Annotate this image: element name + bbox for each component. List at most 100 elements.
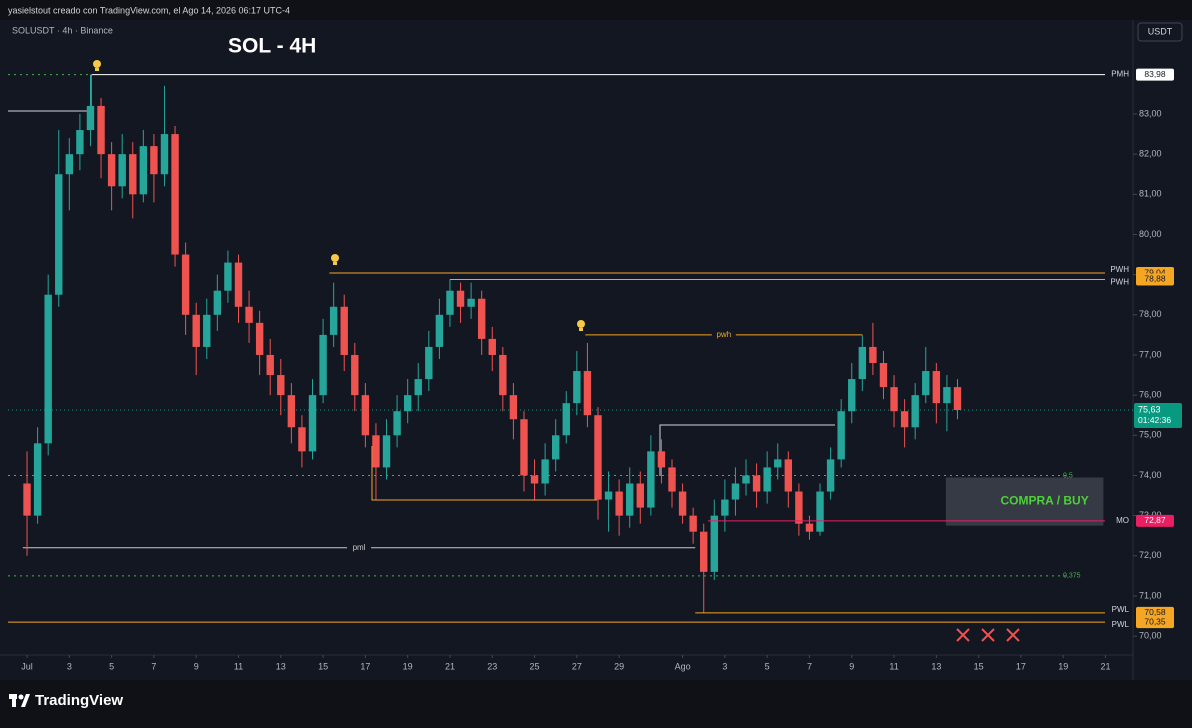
- candle-body: [721, 499, 729, 516]
- candle-body: [520, 419, 528, 476]
- candle-body: [805, 523, 814, 532]
- segment-label: pml: [353, 543, 366, 552]
- x-tick-label: 21: [1101, 661, 1111, 671]
- y-tick-label: 83,00: [1139, 108, 1162, 118]
- candle-body: [657, 451, 666, 468]
- candle-body: [192, 314, 200, 347]
- x-tick-label: 5: [765, 661, 770, 671]
- candle-body: [731, 483, 740, 500]
- candle-body: [615, 491, 623, 516]
- currency-button[interactable]: [1137, 22, 1183, 42]
- candle-body: [181, 254, 190, 315]
- bulbs: [93, 60, 585, 331]
- candle-body: [160, 134, 169, 175]
- candle-body: [774, 459, 782, 468]
- price-box: [1136, 273, 1174, 286]
- candle-body: [23, 483, 31, 516]
- y-tick-label: 80,00: [1139, 229, 1162, 239]
- candle-body: [922, 371, 930, 396]
- candle-body: [816, 491, 824, 532]
- candle-body: [509, 395, 518, 420]
- candle-body: [55, 174, 63, 295]
- y-tick-label: 82,00: [1139, 149, 1162, 159]
- y-tick-label: 81,00: [1139, 189, 1162, 199]
- candle-body: [858, 346, 867, 380]
- candle-body: [763, 467, 771, 492]
- brand-logo: [9, 694, 30, 707]
- candle-body: [351, 354, 359, 396]
- level-label: PMH: [1111, 70, 1129, 79]
- currency[interactable]: USDT: [1148, 26, 1173, 36]
- price-box: [1136, 68, 1174, 81]
- candle-body: [562, 403, 570, 436]
- x-tick-label: 9: [194, 661, 199, 671]
- y-tick-label: 70,00: [1139, 630, 1162, 640]
- candle-body: [869, 346, 877, 364]
- candle-body: [826, 459, 835, 492]
- price-axis: [1133, 20, 1192, 680]
- candle-body: [33, 443, 42, 516]
- x-tick-label: 23: [487, 661, 497, 671]
- candle-body: [361, 395, 370, 436]
- level-label: PWH: [1110, 265, 1129, 274]
- time-axis: [0, 655, 1133, 680]
- candle-body: [203, 314, 211, 347]
- candle-body: [234, 262, 243, 307]
- x-tick-label: 3: [722, 661, 727, 671]
- x-tick-label: 19: [1058, 661, 1068, 671]
- x-tick-label: 11: [234, 661, 243, 671]
- invalidation-marks: [956, 628, 1020, 642]
- x-tick-label: 5: [109, 661, 114, 671]
- candle-body: [277, 375, 285, 396]
- candle-body: [477, 298, 486, 339]
- price-box-label: 72,87: [1144, 515, 1166, 525]
- level-label: PWL: [1112, 605, 1130, 614]
- y-tick-label: 71,00: [1139, 590, 1162, 600]
- candle-body: [900, 411, 909, 428]
- candle-body: [213, 290, 222, 315]
- candle-body: [44, 294, 52, 444]
- price-box-label: 79,04: [1144, 267, 1166, 277]
- candle-body: [530, 475, 539, 484]
- candle-body: [224, 262, 232, 291]
- candle-body: [626, 483, 634, 516]
- x-tick-label: 21: [445, 661, 455, 671]
- candle-body: [551, 435, 560, 460]
- x-tick-label: 13: [931, 661, 941, 671]
- candle-body: [943, 387, 951, 404]
- fib-label: 0,5: [1063, 472, 1073, 479]
- candle-body: [435, 314, 444, 347]
- y-tick-label: 77,00: [1139, 349, 1162, 359]
- attribution: yasielstout creado con TradingView.com, …: [8, 5, 290, 15]
- candle-body: [742, 475, 750, 484]
- candle-body: [319, 334, 327, 396]
- candle-body: [425, 346, 433, 380]
- x-tick-label: 15: [318, 661, 328, 671]
- x-tick-label: 19: [403, 661, 413, 671]
- x-tick-label: 29: [614, 661, 624, 671]
- candle-body: [752, 475, 761, 492]
- candle-body: [97, 105, 105, 155]
- y-tick-label: 72,00: [1139, 550, 1162, 560]
- y-tick-label: 75,00: [1139, 430, 1162, 440]
- candle-body: [911, 395, 919, 428]
- candle-body: [372, 435, 380, 468]
- candle-body: [393, 411, 401, 436]
- candle-body: [139, 146, 148, 195]
- candle-body: [604, 491, 613, 500]
- price-box-label: 70,58: [1144, 607, 1166, 617]
- candle-body: [245, 306, 253, 323]
- price-box-label: 70,35: [1144, 616, 1166, 626]
- x-tick-label: 15: [974, 661, 984, 671]
- y-tick-label: 74,00: [1139, 470, 1162, 480]
- candle-body: [266, 354, 274, 376]
- candle-body: [932, 371, 941, 404]
- candle-body: [382, 435, 391, 468]
- candle-body: [890, 387, 898, 412]
- candle-body: [287, 395, 296, 428]
- candle-body: [594, 415, 602, 500]
- candle-body: [171, 134, 179, 255]
- segment-label: pwh: [716, 330, 731, 339]
